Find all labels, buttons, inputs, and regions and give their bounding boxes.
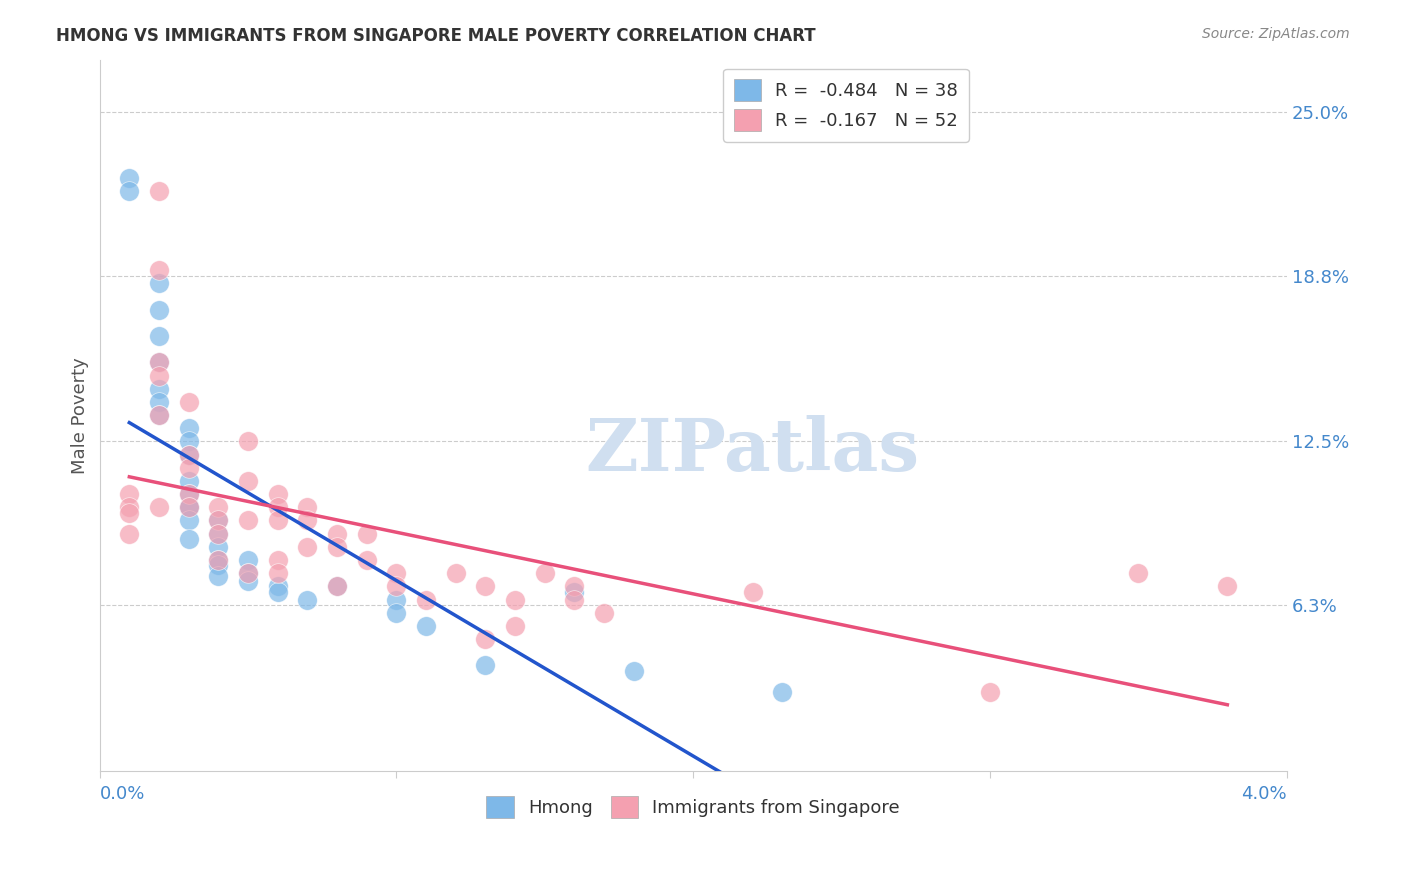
Text: 4.0%: 4.0% [1241,785,1286,803]
Point [415,592,437,607]
Point [503,592,526,607]
Point [297,500,319,515]
Point [236,574,259,588]
Point [326,526,349,541]
Point [148,355,170,369]
Point [207,553,229,567]
Point [267,579,290,593]
Point [267,514,290,528]
Point [177,395,200,409]
Point [177,434,200,449]
Point [236,514,259,528]
Point [770,684,793,698]
Point [356,526,378,541]
Point [177,500,200,515]
Point [385,566,408,581]
Point [385,606,408,620]
Point [118,171,141,186]
Point [148,263,170,277]
Point [474,579,496,593]
Point [207,526,229,541]
Point [297,592,319,607]
Point [148,184,170,198]
Text: HMONG VS IMMIGRANTS FROM SINGAPORE MALE POVERTY CORRELATION CHART: HMONG VS IMMIGRANTS FROM SINGAPORE MALE … [56,27,815,45]
Point [503,619,526,633]
Point [236,434,259,449]
Point [118,506,141,520]
Point [267,553,290,567]
Point [148,408,170,422]
Point [979,684,1001,698]
Point [236,474,259,488]
Point [564,592,586,607]
Point [267,566,290,581]
Point [207,500,229,515]
Point [623,664,645,678]
Point [148,368,170,383]
Legend: Hmong, Immigrants from Singapore: Hmong, Immigrants from Singapore [479,789,907,826]
Point [207,553,229,567]
Point [177,448,200,462]
Point [177,500,200,515]
Point [207,514,229,528]
Point [207,514,229,528]
Point [148,355,170,369]
Point [177,421,200,435]
Point [474,632,496,646]
Point [236,553,259,567]
Point [118,526,141,541]
Point [326,579,349,593]
Point [297,540,319,554]
Point [177,514,200,528]
Text: Source: ZipAtlas.com: Source: ZipAtlas.com [1202,27,1350,41]
Point [207,558,229,573]
Point [177,474,200,488]
Point [207,526,229,541]
Point [267,487,290,501]
Point [236,566,259,581]
Point [444,566,467,581]
Point [207,569,229,583]
Point [148,277,170,291]
Point [148,408,170,422]
Point [385,592,408,607]
Point [118,487,141,501]
Point [1128,566,1150,581]
Point [177,500,200,515]
Point [148,382,170,396]
Point [118,184,141,198]
Point [118,500,141,515]
Point [385,579,408,593]
Text: ZIPatlas: ZIPatlas [585,415,920,486]
Point [177,487,200,501]
Point [148,329,170,343]
Point [236,566,259,581]
Point [177,448,200,462]
Point [148,395,170,409]
Point [267,500,290,515]
Point [148,500,170,515]
Point [326,579,349,593]
Point [564,579,586,593]
Point [267,584,290,599]
Point [415,619,437,633]
Point [1216,579,1239,593]
Point [564,584,586,599]
Point [593,606,616,620]
Point [177,460,200,475]
Point [297,514,319,528]
Point [533,566,555,581]
Text: 0.0%: 0.0% [100,785,145,803]
Point [148,302,170,317]
Point [207,540,229,554]
Point [356,553,378,567]
Point [177,487,200,501]
Point [741,584,763,599]
Point [326,540,349,554]
Point [177,532,200,546]
Y-axis label: Male Poverty: Male Poverty [72,357,89,474]
Point [474,658,496,673]
